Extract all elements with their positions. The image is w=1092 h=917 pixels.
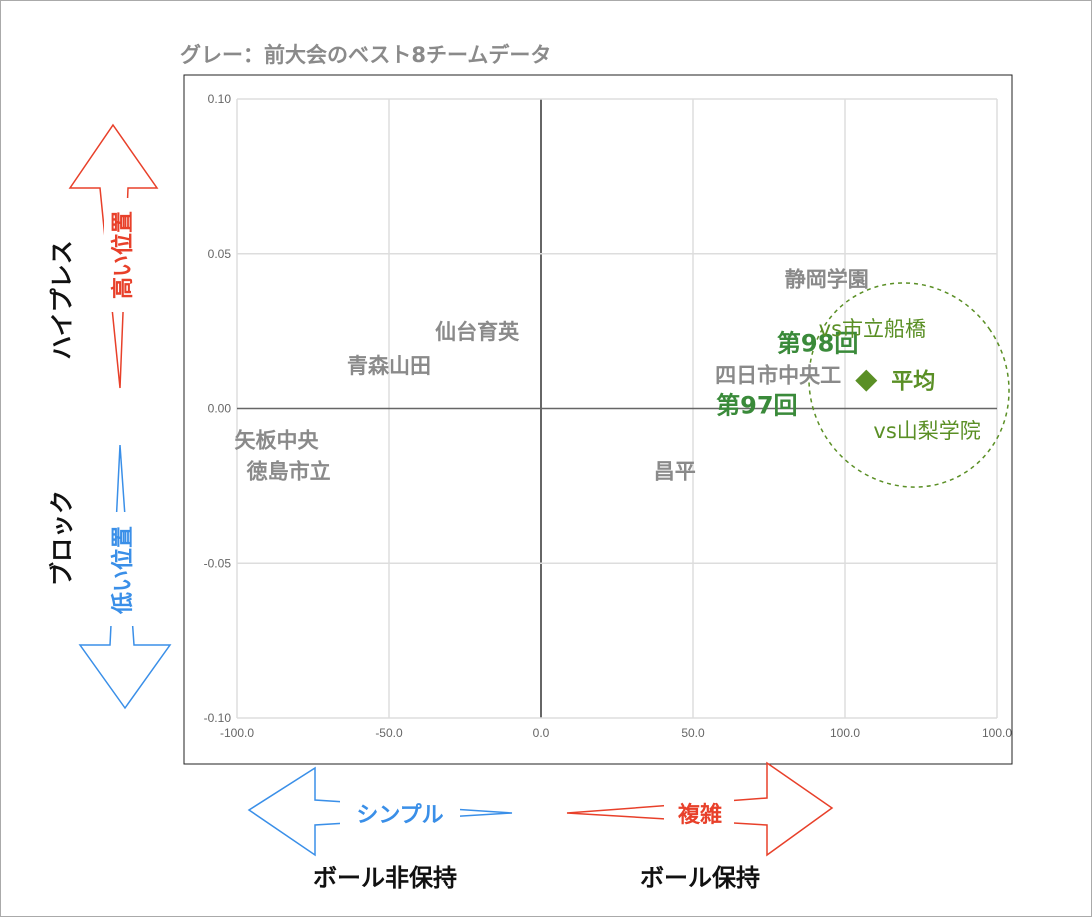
- average-marker: [855, 369, 878, 392]
- y-tick-label: 0.00: [208, 402, 232, 416]
- y-top-sub-label: 高い位置: [110, 211, 136, 299]
- point-label: 第98回: [777, 330, 858, 358]
- y-tick-label: 0.10: [208, 92, 232, 106]
- x-tick-label: 50.0: [681, 726, 705, 740]
- x-right-label: ボール保持: [640, 864, 760, 892]
- x-tick-label: 100.0: [830, 726, 860, 740]
- x-tick-label: 0.0: [533, 726, 550, 740]
- x-tick-label: 100.0: [982, 726, 1012, 740]
- point-label: vs山梨学院: [873, 419, 980, 443]
- x-left-label: ボール非保持: [313, 864, 457, 892]
- x-tick-label: -50.0: [375, 726, 403, 740]
- point-label: 青森山田: [347, 354, 431, 378]
- x-left-sub-label: シンプル: [356, 803, 443, 828]
- point-label: 第97回: [716, 391, 797, 419]
- chart-box: [183, 74, 1013, 765]
- y-bottom-label: ブロック: [48, 490, 76, 586]
- y-top-label: ハイプレス: [48, 240, 76, 360]
- point-label: 静岡学園: [785, 268, 869, 292]
- y-tick-label: -0.05: [204, 556, 232, 570]
- x-tick-label: -100.0: [220, 726, 254, 740]
- y-tick-label: 0.05: [208, 247, 232, 261]
- point-label: 徳島市立: [246, 459, 331, 483]
- point-label: 仙台育英: [435, 320, 520, 344]
- cluster-ellipse: [808, 282, 1010, 488]
- point-label: 矢板中央: [235, 428, 320, 452]
- chart-title: グレー：前大会のベスト8チームデータ: [180, 43, 551, 67]
- point-label: vs市立船橋: [819, 317, 926, 341]
- y-bottom-sub-label: 低い位置: [110, 526, 136, 615]
- point-label: 四日市中央工: [715, 363, 841, 387]
- y-tick-label: -0.10: [204, 711, 232, 725]
- average-label: 平均: [891, 369, 935, 395]
- x-right-sub-label: 複雑: [678, 802, 722, 828]
- point-label: 昌平: [654, 459, 696, 483]
